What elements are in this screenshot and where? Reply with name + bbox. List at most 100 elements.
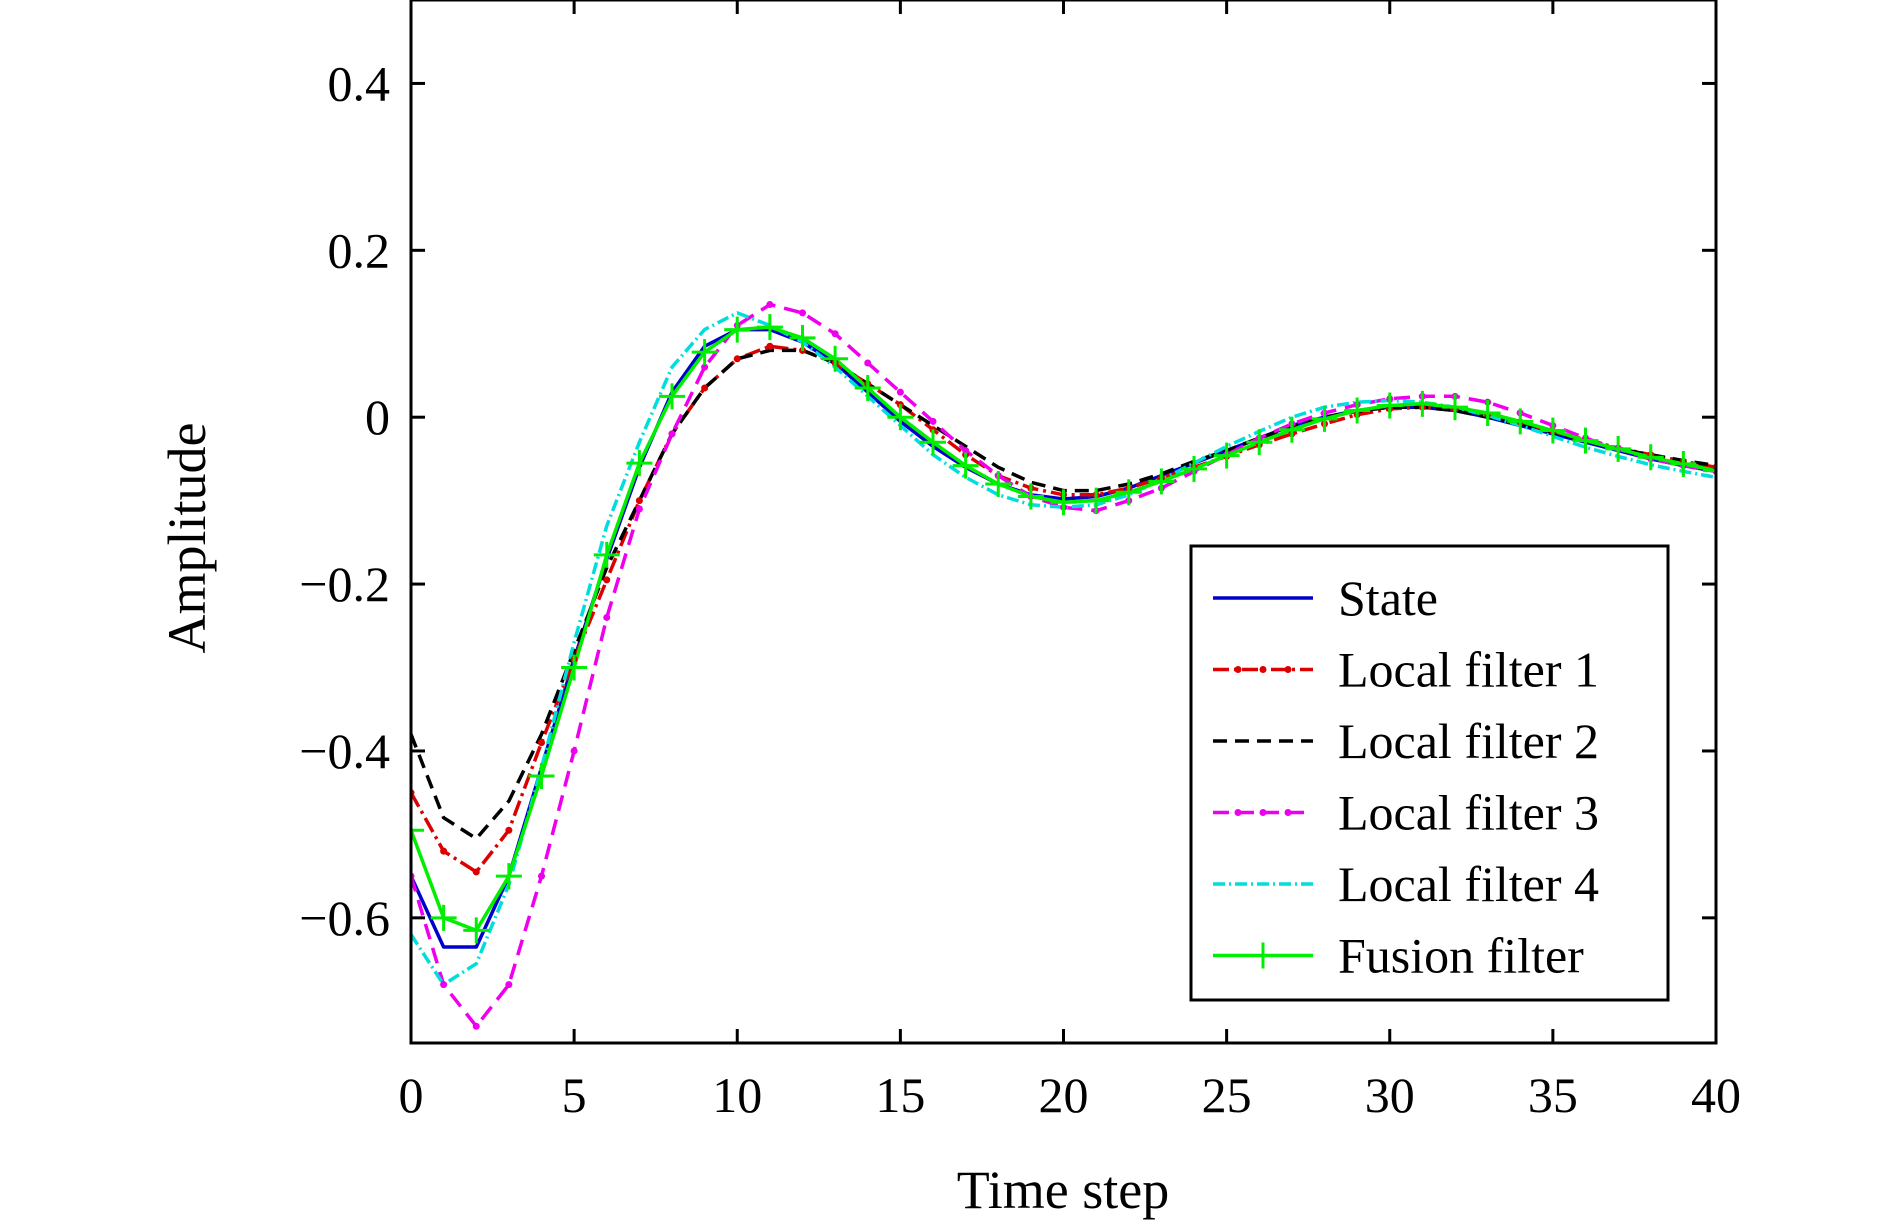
point-local-filter-1-dot (733, 355, 741, 363)
legend-label: Local filter 1 (1338, 642, 1599, 698)
point-local-filter-3-dot (864, 359, 872, 367)
y-tick-label: −0.6 (299, 890, 390, 946)
point-fusion-filter-plus (626, 450, 653, 477)
x-tick-label: 15 (875, 1067, 925, 1123)
point-fusion-filter-plus (1083, 487, 1110, 514)
point-fusion-filter-plus (887, 404, 914, 431)
legend-marker-dot (1284, 809, 1292, 816)
series-line-local-filter-4 (411, 311, 1716, 987)
point-fusion-filter-plus (1017, 483, 1044, 510)
y-tick-label: −0.2 (299, 556, 390, 612)
point-fusion-filter-plus (1148, 468, 1175, 495)
point-fusion-filter-plus (495, 863, 522, 890)
point-fusion-filter-plus (1278, 416, 1305, 443)
point-fusion-filter-plus (561, 654, 588, 681)
legend-label: State (1338, 570, 1438, 626)
point-fusion-filter-plus (822, 345, 849, 372)
point-fusion-filter-plus (1670, 450, 1697, 477)
x-axis: 0 5 10 15 20 25 30 35 40 (399, 0, 1741, 1123)
point-fusion-filter-plus (789, 324, 816, 351)
point-local-filter-3-dot (668, 430, 676, 438)
legend-label: Local filter 3 (1338, 785, 1599, 841)
point-local-filter-3-dot (505, 981, 513, 989)
point-fusion-filter-plus (593, 541, 620, 568)
point-fusion-filter-plus (1376, 392, 1403, 419)
point-local-filter-3-dot (538, 872, 545, 880)
point-fusion-filter-plus (1703, 457, 1716, 484)
point-local-filter-3-dot (766, 301, 774, 309)
point-fusion-filter-plus (691, 339, 718, 366)
point-local-filter-3-dot (896, 388, 904, 396)
legend-box (1189, 544, 1670, 1002)
point-fusion-filter-plus (1181, 455, 1207, 482)
point-fusion-filter-plus (411, 817, 424, 844)
point-fusion-filter-plus (756, 314, 783, 341)
legend-marker-dot (1234, 666, 1242, 673)
legend-label: Local filter 2 (1338, 713, 1599, 769)
point-fusion-filter-plus (1115, 479, 1142, 506)
point-fusion-filter-plus (1344, 397, 1371, 424)
point-fusion-filter-plus (1539, 417, 1566, 444)
point-fusion-filter-plus (463, 917, 490, 944)
x-tick-label: 30 (1365, 1067, 1415, 1123)
point-fusion-filter-plus (724, 316, 751, 343)
point-local-filter-3-dot (603, 613, 611, 621)
x-tick-label: 35 (1528, 1067, 1578, 1123)
marker-layer (411, 301, 1716, 1030)
point-fusion-filter-plus (1605, 435, 1632, 462)
point-local-filter-3-dot (570, 747, 578, 755)
legend-label: Fusion filter (1338, 928, 1584, 984)
x-tick-label: 40 (1691, 1067, 1741, 1123)
point-fusion-filter-plus (1246, 429, 1273, 456)
point-fusion-filter-plus (920, 429, 946, 456)
series-line-local-filter-3 (411, 302, 1716, 1029)
legend-marker-dot (1234, 809, 1242, 816)
legend-entry-state: State (1213, 570, 1438, 626)
point-local-filter-1-dot (505, 826, 513, 834)
y-tick-label: −0.4 (299, 723, 390, 779)
y-tick-label: 0.4 (328, 55, 391, 111)
point-local-filter-1-dot (603, 576, 611, 584)
point-fusion-filter-plus (1213, 442, 1240, 469)
x-tick-label: 20 (1039, 1067, 1089, 1123)
y-axis: −0.6 −0.4 −0.2 0 0.2 0.4 (299, 55, 1716, 946)
x-tick-label: 10 (712, 1067, 762, 1123)
legend-marker-dot (1259, 666, 1267, 673)
point-local-filter-3-dot (962, 447, 970, 455)
point-fusion-filter-plus (1507, 408, 1534, 435)
legend-entry-local-filter-2: Local filter 2 (1213, 713, 1599, 769)
point-local-filter-3-dot (635, 505, 643, 513)
y-tick-label: 0 (365, 389, 390, 445)
point-local-filter-3-dot (701, 363, 709, 371)
legend-marker-plus (1250, 942, 1276, 969)
point-local-filter-3-dot (831, 330, 839, 338)
legend-marker-dot (1284, 666, 1292, 673)
point-local-filter-3-dot (472, 1022, 480, 1030)
x-tick-label: 0 (399, 1067, 424, 1123)
point-local-filter-3-dot (799, 309, 806, 317)
point-fusion-filter-plus (1637, 444, 1664, 471)
point-fusion-filter-plus (1572, 427, 1599, 454)
point-local-filter-3-dot (440, 981, 448, 989)
y-tick-label: 0.2 (328, 222, 391, 278)
point-local-filter-1-dot (766, 342, 774, 350)
legend-marker-dot (1259, 809, 1267, 816)
point-local-filter-1-dot (472, 868, 480, 876)
point-fusion-filter-plus (1311, 405, 1338, 432)
point-fusion-filter-plus (528, 762, 555, 789)
legend-entry-local-filter-3: Local filter 3 (1213, 785, 1599, 841)
y-axis-title: Amplitude (157, 423, 217, 654)
point-fusion-filter-plus (1409, 390, 1436, 417)
point-local-filter-1-dot (701, 384, 709, 392)
point-local-filter-3-dot (929, 417, 937, 425)
x-axis-title: Time step (957, 1160, 1170, 1220)
point-local-filter-1-dot (635, 497, 643, 505)
point-fusion-filter-plus (659, 383, 685, 410)
point-fusion-filter-plus (1474, 400, 1501, 427)
x-tick-label: 25 (1202, 1067, 1252, 1123)
point-fusion-filter-plus (952, 452, 979, 479)
point-local-filter-1-dot (538, 739, 545, 747)
legend-entry-local-filter-1: Local filter 1 (1213, 642, 1599, 698)
point-fusion-filter-plus (1050, 489, 1077, 516)
